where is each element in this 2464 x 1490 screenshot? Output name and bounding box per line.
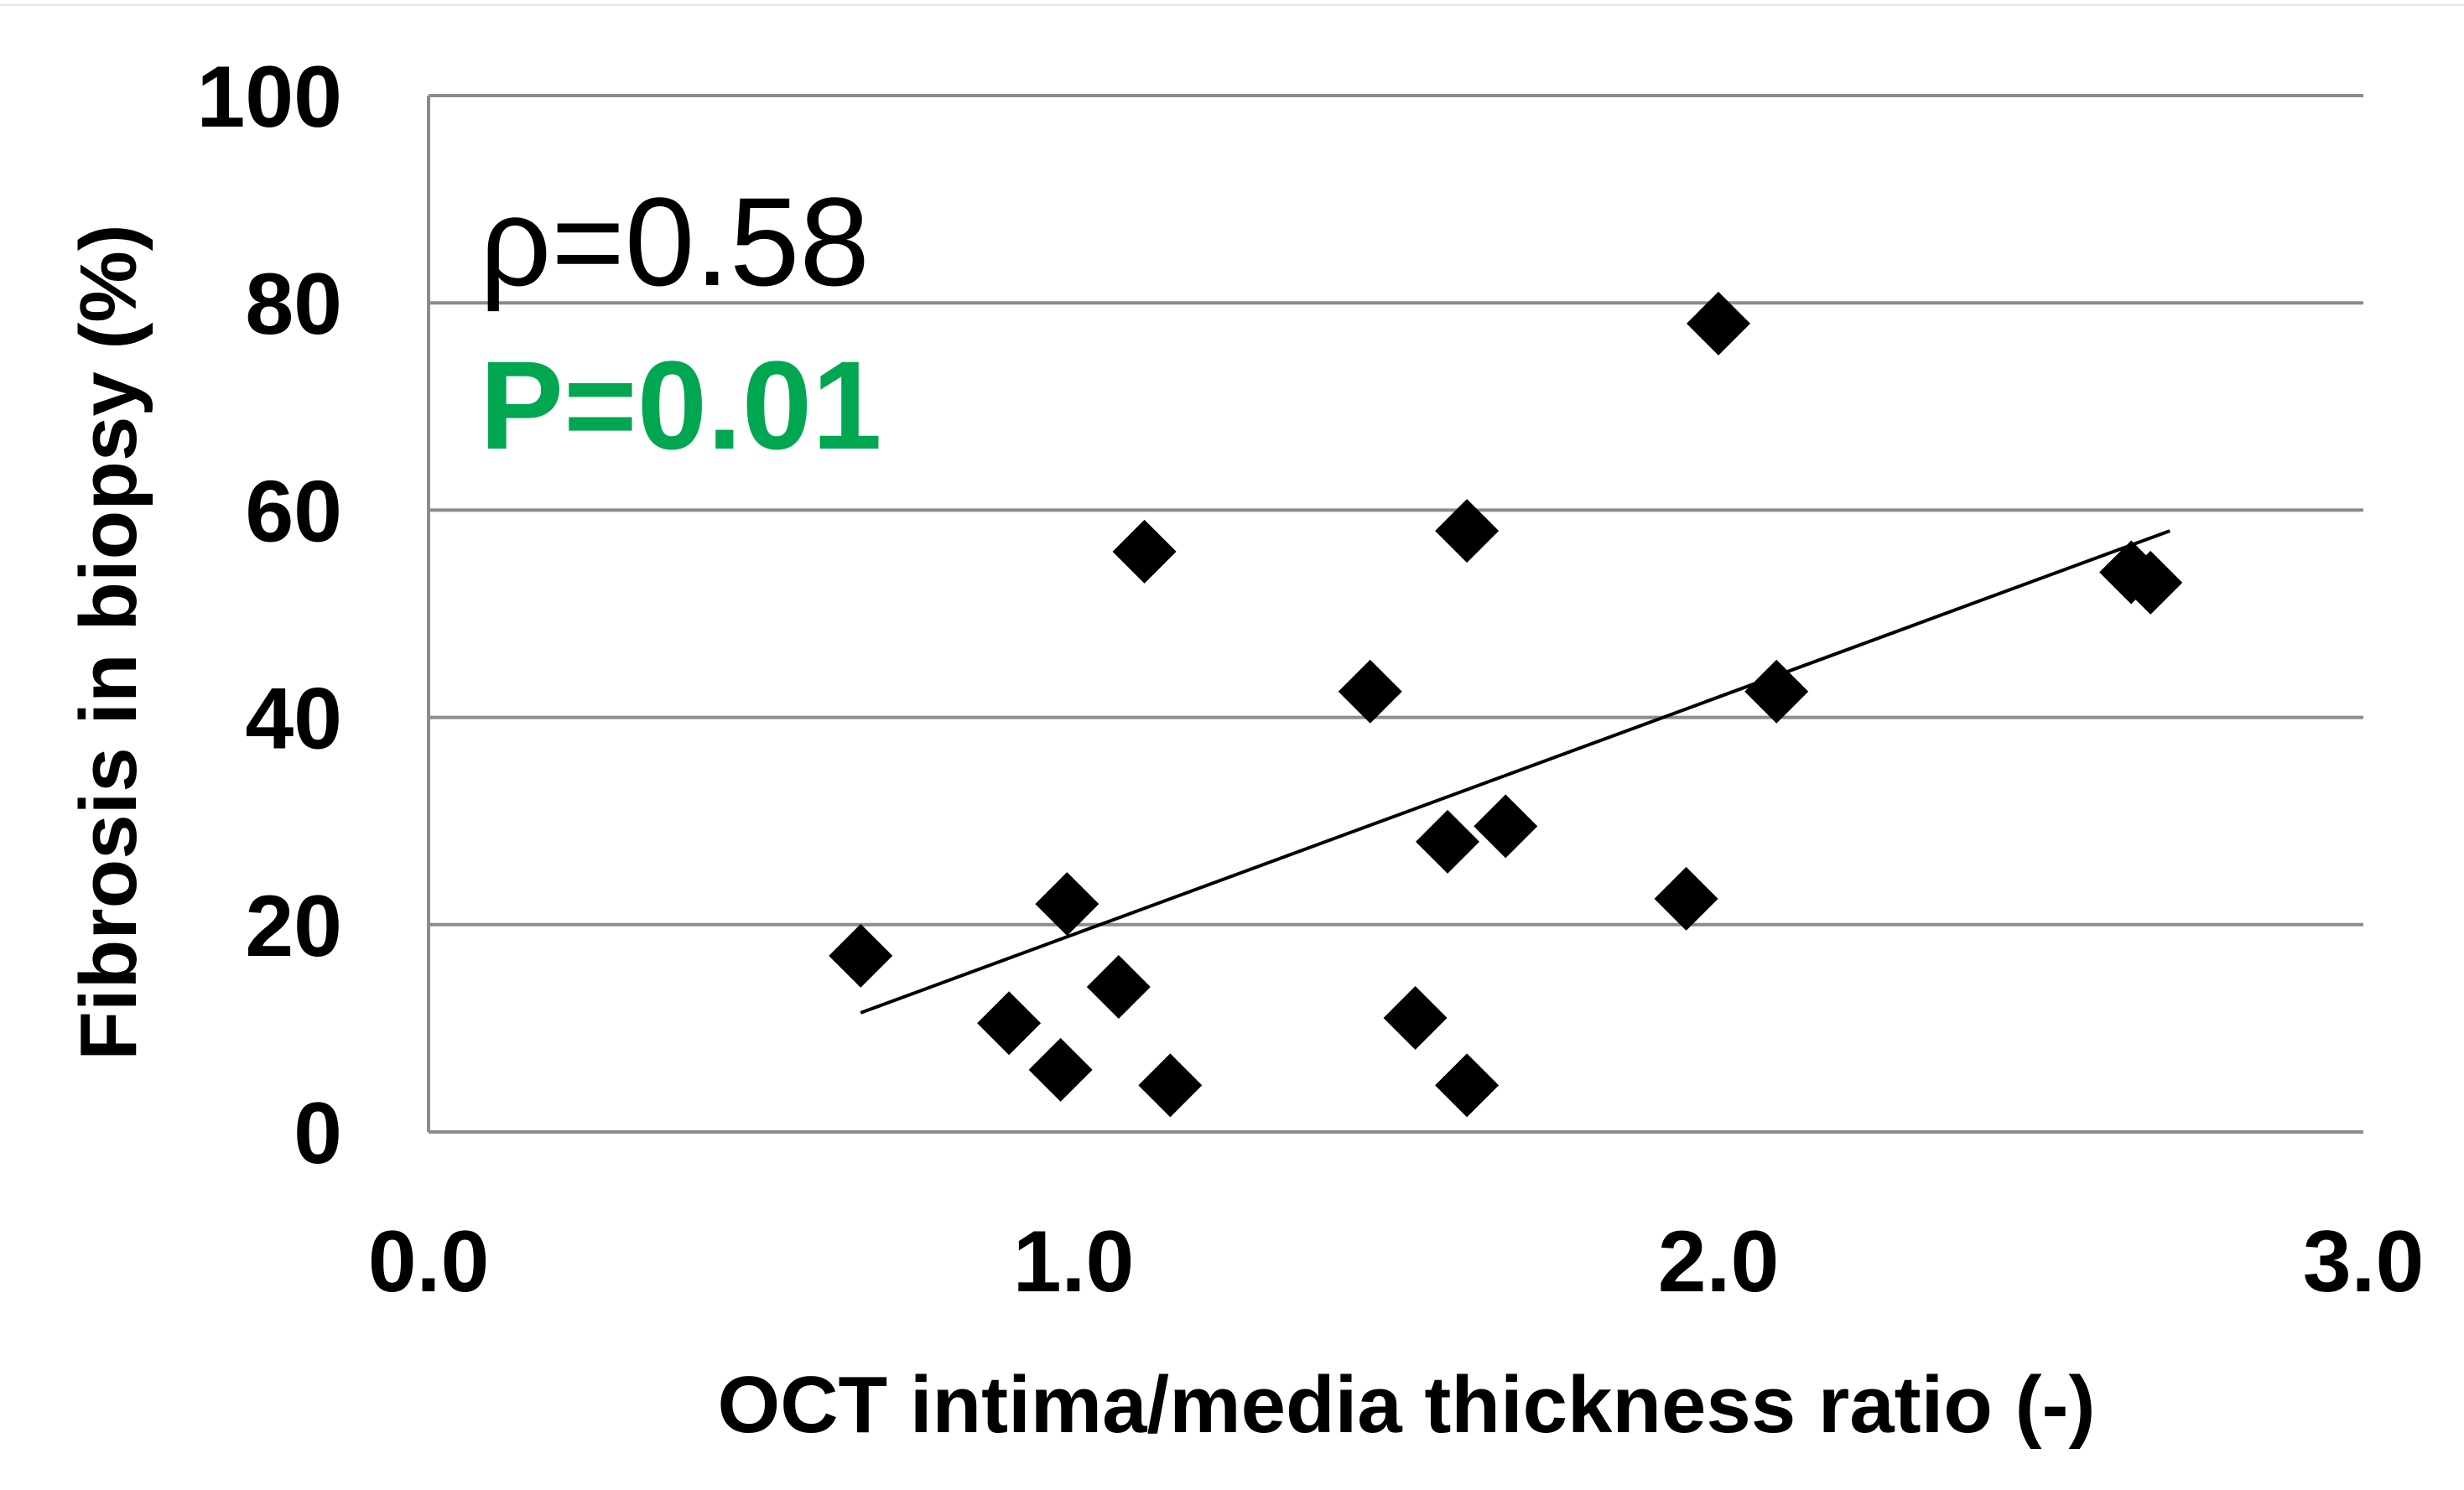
data-point-10: [1416, 809, 1480, 874]
data-point-15: [1687, 291, 1750, 356]
y-tick-label-20: 20: [245, 878, 342, 975]
data-point-16: [1744, 659, 1809, 724]
data-point-13: [1474, 794, 1538, 859]
x-tick-label-2.0: 2.0: [1658, 1213, 1780, 1311]
y-tick-label-0: 0: [294, 1085, 342, 1182]
y-tick-label-60: 60: [245, 463, 342, 560]
data-point-9: [1383, 986, 1448, 1051]
data-point-12: [1435, 1053, 1500, 1118]
data-point-18: [2118, 550, 2183, 615]
x-tick-label-0.0: 0.0: [368, 1213, 490, 1311]
y-tick-label-80: 80: [245, 256, 342, 353]
y-tick-label-100: 100: [196, 49, 342, 146]
data-point-4: [1035, 872, 1099, 937]
data-points: [829, 291, 2183, 1118]
y-axis-title: Fibrosis in biopsy (%): [64, 224, 153, 1060]
tick-labels: 0 20 40 60 80 100 0.0 1.0 2.0 3.0: [196, 49, 2424, 1311]
data-point-1: [829, 923, 893, 988]
y-tick-label-40: 40: [245, 671, 342, 768]
x-axis-title: OCT intima/media thickness ratio (-): [718, 1360, 2096, 1450]
axes: [427, 96, 2363, 1134]
data-point-6: [1112, 519, 1177, 584]
data-point-5: [1086, 954, 1151, 1019]
trendline: [860, 529, 2170, 1015]
data-point-14: [1654, 866, 1718, 931]
x-tick-label-3.0: 3.0: [2303, 1213, 2425, 1311]
data-point-7: [1138, 1053, 1203, 1118]
data-point-2: [977, 991, 1042, 1056]
p-value-annotation: P=0.01: [480, 335, 882, 475]
gridlines: [429, 94, 2363, 927]
data-point-11: [1435, 499, 1500, 563]
data-point-8: [1338, 659, 1402, 724]
x-tick-label-1.0: 1.0: [1013, 1213, 1135, 1311]
data-point-3: [1028, 1037, 1093, 1102]
trendline-group: [860, 529, 2170, 1015]
rho-annotation: ρ=0.58: [480, 171, 870, 312]
